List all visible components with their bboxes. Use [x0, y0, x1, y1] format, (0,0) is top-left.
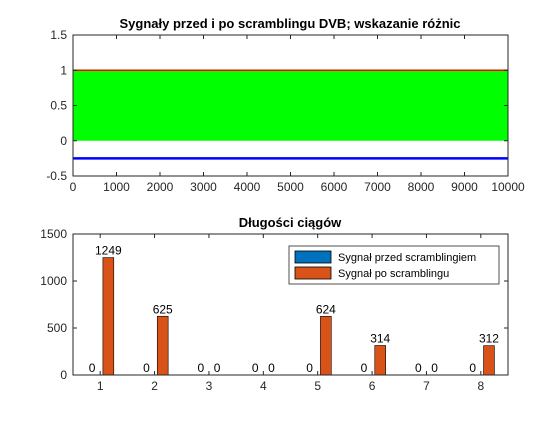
top-y-tick-label: 0	[60, 134, 67, 148]
bar-after-1	[102, 257, 115, 376]
legend-label-after: Sygnał po scramblingu	[338, 268, 449, 280]
bottom-y-tick-label: 0	[60, 368, 67, 382]
bottom-y-tick-label: 1500	[40, 227, 67, 241]
legend-swatch-before	[294, 250, 332, 264]
data-label-before-5: 0	[306, 361, 313, 375]
data-label-before-3: 0	[197, 361, 204, 375]
top-x-tick-label: 1000	[103, 180, 130, 194]
data-label-before-6: 0	[361, 361, 368, 375]
bar-after-5	[320, 316, 332, 376]
bottom-y-axis: 0 500 1000 1500	[40, 227, 508, 382]
data-label-after-7: 0	[431, 361, 438, 375]
legend: Sygnał przed scramblingiem Sygnał po scr…	[288, 245, 500, 285]
series-after-band	[73, 70, 508, 141]
top-x-axis: 0 1000 2000 3000 4000 5000 6000 7000 8000 9000 100…	[70, 35, 525, 194]
top-x-tick-label: 10000	[491, 180, 525, 194]
top-x-tick-label: 5000	[277, 180, 304, 194]
data-label-after-2: 625	[153, 302, 173, 316]
top-y-tick-label: -0.5	[46, 169, 67, 183]
data-label-before-2: 0	[143, 361, 150, 375]
data-label-after-5: 624	[316, 302, 336, 316]
legend-swatch-after	[294, 266, 332, 280]
data-label-after-8: 312	[479, 332, 499, 346]
bottom-y-tick-label: 1000	[40, 274, 67, 288]
data-label-before-1: 0	[89, 361, 96, 375]
bottom-x-tick-label: 3	[206, 379, 213, 393]
bottom-chart-title: Długości ciągów	[239, 215, 342, 230]
bottom-axes-box	[72, 233, 509, 376]
top-x-tick-label: 6000	[321, 180, 348, 194]
top-y-tick-label: 0.5	[50, 99, 67, 113]
bottom-x-tick-label: 4	[260, 379, 267, 393]
bottom-x-tick-label: 8	[477, 379, 484, 393]
top-x-tick-label: 2000	[147, 180, 174, 194]
bottom-x-tick-label: 1	[97, 379, 104, 393]
bottom-x-axis: 1 2 3 4 5 6 7 8	[97, 234, 484, 393]
data-label-after-4: 0	[268, 361, 275, 375]
top-x-tick-label: 0	[70, 180, 77, 194]
top-x-tick-label: 9000	[451, 180, 478, 194]
bar-after-8	[483, 345, 495, 376]
data-label-after-1: 1249	[95, 244, 122, 258]
data-label-before-4: 0	[252, 361, 259, 375]
top-chart-title: Sygnały przed i po scramblingu DVB; wska…	[120, 16, 461, 31]
top-plot-area	[73, 69, 508, 160]
top-x-tick-label: 4000	[234, 180, 261, 194]
data-label-before-7: 0	[415, 361, 422, 375]
top-y-axis: -0.5 0 0.5 1 1.5	[46, 28, 508, 183]
top-x-tick-label: 8000	[408, 180, 435, 194]
data-label-after-6: 314	[370, 331, 390, 345]
bar-after-6	[374, 345, 386, 376]
top-y-tick-label: 1	[60, 63, 67, 77]
bottom-x-tick-label: 6	[369, 379, 376, 393]
top-y-tick-label: 1.5	[50, 28, 67, 42]
data-label-after-3: 0	[214, 361, 221, 375]
bottom-x-tick-label: 2	[151, 379, 158, 393]
bar-after-2	[156, 315, 169, 376]
top-axes: Sygnały przed i po scramblingu DVB; wska…	[46, 16, 525, 194]
data-label-before-8: 0	[469, 361, 476, 375]
bottom-x-tick-label: 7	[423, 379, 430, 393]
top-x-tick-label: 3000	[190, 180, 217, 194]
bottom-y-tick-label: 500	[47, 321, 67, 335]
legend-label-before: Sygnał przed scramblingiem	[338, 252, 476, 264]
bottom-x-tick-label: 5	[314, 379, 321, 393]
top-x-tick-label: 7000	[364, 180, 391, 194]
